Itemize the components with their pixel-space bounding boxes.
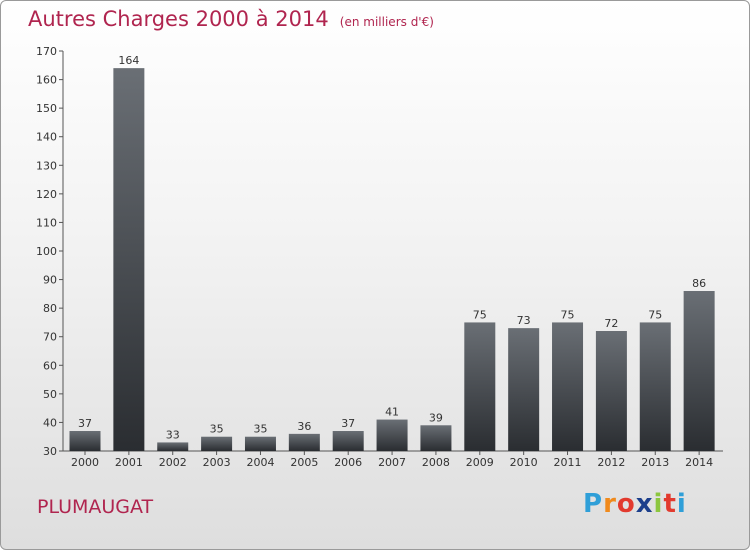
bar-2006: [332, 431, 364, 451]
commune-name: PLUMAUGAT: [37, 496, 154, 518]
bar-2008: [420, 425, 452, 451]
logo-letter: o: [616, 489, 636, 519]
logo-letter: i: [676, 489, 687, 519]
bar-2005: [288, 433, 320, 451]
y-tick-label: 130: [36, 159, 57, 172]
x-tick-label-2014: 2014: [685, 456, 713, 469]
y-tick-label: 160: [36, 74, 57, 87]
bar-2009: [464, 322, 496, 451]
y-tick-label: 70: [43, 331, 57, 344]
data-label-2001: 164: [118, 54, 139, 67]
bar-2004: [244, 436, 276, 451]
bar-2010: [508, 328, 540, 451]
title-subtitle: (en milliers d'€): [339, 15, 434, 29]
chart-title: Autres Charges 2000 à 2014 (en milliers …: [28, 7, 434, 31]
data-label-2005: 36: [297, 420, 311, 433]
x-tick-label-2000: 2000: [71, 456, 99, 469]
y-tick-label: 110: [36, 216, 57, 229]
labels: 37 164 33 35 35 36 37 41 39 75 73 75 72 75 86: [78, 54, 706, 441]
data-label-2002: 33: [166, 428, 180, 441]
x-tick-label-2001: 2001: [115, 456, 143, 469]
logo-letter: i: [653, 489, 664, 519]
y-tick-label: 150: [36, 102, 57, 115]
x-tick-label-2013: 2013: [641, 456, 669, 469]
y-tick-label: 140: [36, 131, 57, 144]
x-tick-label-2009: 2009: [466, 456, 494, 469]
data-label-2009: 75: [473, 308, 487, 321]
y-tick-label: 170: [36, 45, 57, 58]
data-label-2012: 72: [604, 317, 618, 330]
logo-letter: t: [663, 489, 677, 519]
x-tick-label-2004: 2004: [246, 456, 274, 469]
y-tick-label: 80: [43, 302, 57, 315]
y-tick-label: 90: [43, 274, 57, 287]
bar-2013: [639, 322, 671, 451]
axes: 30 40 50 60 70 80 90 100 110 120 130 140 150 160 170 20…: [36, 45, 723, 469]
bar-2012: [595, 331, 627, 451]
logo-letter: r: [603, 489, 617, 519]
y-tick-label: 40: [43, 416, 57, 429]
data-label-2010: 73: [517, 314, 531, 327]
data-label-2014: 86: [692, 277, 706, 290]
x-tick-label-2007: 2007: [378, 456, 406, 469]
data-label-2006: 37: [341, 417, 355, 430]
data-label-2011: 75: [561, 308, 575, 321]
bar-2000: [69, 431, 101, 451]
x-tick-label-2003: 2003: [203, 456, 231, 469]
bar-2007: [376, 419, 408, 451]
x-tick-label-2002: 2002: [159, 456, 187, 469]
y-tick-label: 50: [43, 388, 57, 401]
data-label-2013: 75: [648, 308, 662, 321]
bar-2003: [201, 436, 233, 451]
bar-2011: [552, 322, 584, 451]
logo-letter: P: [583, 489, 604, 519]
y-tick-label: 100: [36, 245, 57, 258]
y-tick-label: 120: [36, 188, 57, 201]
x-tick-label-2008: 2008: [422, 456, 450, 469]
bars: [69, 68, 715, 452]
data-label-2003: 35: [210, 423, 224, 436]
x-tick-label-2010: 2010: [510, 456, 538, 469]
bar-2014: [683, 291, 715, 451]
y-tick-label: 30: [43, 445, 57, 458]
data-label-2000: 37: [78, 417, 92, 430]
data-label-2007: 41: [385, 406, 399, 419]
y-tick-label: 60: [43, 359, 57, 372]
bar-2001: [113, 68, 145, 452]
proxiti-logo: Proxiti: [583, 489, 687, 519]
data-label-2004: 35: [253, 423, 267, 436]
x-tick-label-2011: 2011: [554, 456, 582, 469]
x-tick-label-2006: 2006: [334, 456, 362, 469]
bar-2002: [157, 442, 189, 451]
x-tick-label-2005: 2005: [290, 456, 318, 469]
data-label-2008: 39: [429, 411, 443, 424]
title-main: Autres Charges 2000 à 2014: [28, 7, 329, 31]
x-tick-label-2012: 2012: [597, 456, 625, 469]
logo-letter: x: [635, 489, 654, 519]
